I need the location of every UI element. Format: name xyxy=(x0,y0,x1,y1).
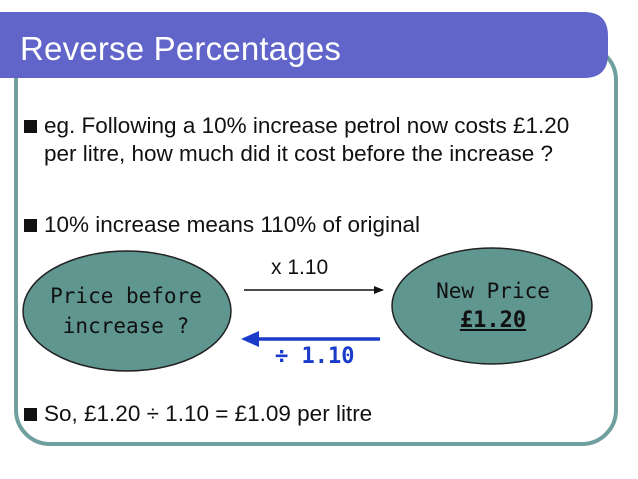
slide-title: Reverse Percentages xyxy=(20,30,342,67)
reverse-arrow-label: ÷ 1.10 xyxy=(275,344,355,369)
bullet-text: 10% increase means 110% of original xyxy=(44,212,421,237)
bullet-item: So, £1.20 ÷ 1.10 = £1.09 per litre xyxy=(24,400,604,428)
right-oval-label: New Price £1.20 xyxy=(398,276,588,336)
title-bar xyxy=(0,12,608,78)
reverse-arrow-head xyxy=(241,331,259,347)
left-oval-label: Price before increase ? xyxy=(26,281,226,341)
forward-arrow-label: x 1.10 xyxy=(271,256,329,279)
right-oval xyxy=(391,247,593,365)
square-bullet-icon xyxy=(24,408,37,421)
left-oval-line2: increase ? xyxy=(62,314,190,338)
right-oval-line1: New Price xyxy=(436,279,550,303)
frame-border xyxy=(14,44,618,446)
square-bullet-icon xyxy=(24,219,37,232)
left-oval xyxy=(22,250,232,372)
bullet-item: 10% increase means 110% of original xyxy=(24,211,604,239)
forward-arrow-head xyxy=(374,286,384,294)
new-price-value: £1.20 xyxy=(459,308,527,333)
bullet-text: eg. Following a 10% increase petrol now … xyxy=(44,113,570,166)
bullet-item: eg. Following a 10% increase petrol now … xyxy=(24,112,604,168)
bullet-text: So, £1.20 ÷ 1.10 = £1.09 per litre xyxy=(44,401,373,426)
left-oval-line1: Price before xyxy=(50,284,202,308)
square-bullet-icon xyxy=(24,120,37,133)
